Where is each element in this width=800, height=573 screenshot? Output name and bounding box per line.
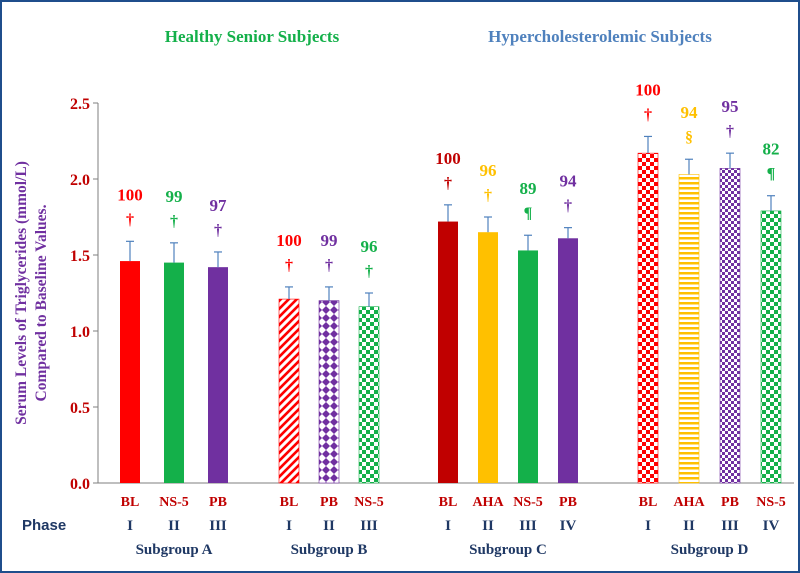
y-tick-label: 0.5 (70, 400, 90, 417)
significance-symbol: † (285, 257, 293, 274)
percent-label: 94 (681, 103, 699, 122)
bar-category-label: PB (721, 495, 739, 510)
significance-symbol: † (170, 213, 178, 230)
significance-symbol: † (644, 106, 652, 123)
percent-label: 100 (435, 149, 461, 168)
subgroup-label: Subgroup D (671, 542, 749, 558)
significance-symbol: ¶ (524, 205, 533, 222)
subgroup-label: Subgroup C (469, 542, 547, 558)
y-tick-label: 2.5 (70, 96, 90, 113)
percent-label: 100 (117, 185, 143, 204)
percent-label: 95 (722, 97, 739, 116)
bar-category-label: PB (559, 495, 577, 510)
bar-category-label: BL (280, 495, 299, 510)
significance-symbol: † (126, 211, 134, 228)
y-tick-label: 1.5 (70, 248, 90, 265)
bar (558, 238, 578, 483)
percent-label: 94 (560, 172, 578, 191)
bar-category-label: NS-5 (354, 495, 384, 510)
percent-label: 100 (276, 231, 302, 250)
bar-category-label: AHA (472, 495, 504, 510)
subgroup-label: Subgroup B (291, 542, 368, 558)
significance-symbol: † (325, 257, 333, 274)
bar (719, 168, 741, 484)
phase-numeral: III (360, 518, 378, 534)
phase-numeral: I (127, 518, 133, 534)
bar (438, 221, 458, 483)
significance-symbol: † (564, 198, 572, 215)
bar-category-label: NS-5 (159, 495, 189, 510)
significance-symbol: † (365, 263, 373, 280)
significance-symbol: † (484, 187, 492, 204)
percent-label: 89 (520, 179, 537, 198)
y-tick-label: 0.0 (70, 476, 90, 493)
significance-symbol: † (444, 175, 452, 192)
bar (164, 262, 184, 483)
significance-symbol: ¶ (767, 166, 776, 183)
percent-label: 99 (321, 231, 338, 250)
bar-category-label: NS-5 (513, 495, 543, 510)
subgroup-label: Subgroup A (136, 542, 213, 558)
bar-category-label: PB (320, 495, 338, 510)
phase-label: Phase (22, 517, 66, 534)
phase-numeral: I (645, 518, 651, 534)
phase-numeral: I (286, 518, 292, 534)
phase-numeral: II (683, 518, 695, 534)
bar-category-label: BL (121, 495, 140, 510)
phase-numeral: II (482, 518, 494, 534)
bar-category-label: BL (639, 495, 658, 510)
y-axis-label: Serum Levels of Triglycerides (mmol/L) (13, 161, 30, 425)
percent-label: 82 (763, 140, 780, 159)
bar (760, 210, 782, 484)
bar (120, 261, 140, 483)
significance-symbol: § (685, 129, 693, 146)
chart-heading: Hypercholesterolemic Subjects (488, 27, 712, 46)
bar (208, 267, 228, 483)
bar-category-label: AHA (673, 495, 705, 510)
bar (358, 306, 380, 484)
y-tick-label: 2.0 (70, 172, 90, 189)
phase-numeral: III (721, 518, 739, 534)
bar (518, 250, 538, 483)
bar-category-label: BL (439, 495, 458, 510)
y-tick-label: 1.0 (70, 324, 90, 341)
bar (637, 152, 659, 484)
bar (678, 174, 700, 484)
phase-numeral: III (209, 518, 227, 534)
phase-numeral: I (445, 518, 451, 534)
percent-label: 96 (361, 237, 378, 256)
percent-label: 97 (210, 196, 228, 215)
phase-numeral: II (168, 518, 180, 534)
percent-label: 96 (480, 161, 497, 180)
significance-symbol: † (214, 222, 222, 239)
y-axis-label: Compared to Baseline Values. (33, 204, 50, 401)
significance-symbol: † (726, 123, 734, 140)
phase-numeral: IV (560, 518, 577, 534)
phase-numeral: II (323, 518, 335, 534)
percent-label: 100 (635, 80, 661, 99)
bar-category-label: PB (209, 495, 227, 510)
bar (318, 300, 340, 484)
percent-label: 99 (166, 187, 183, 206)
chart-heading: Healthy Senior Subjects (165, 27, 340, 46)
bar (278, 298, 300, 484)
phase-numeral: IV (763, 518, 780, 534)
bar-category-label: NS-5 (756, 495, 786, 510)
phase-numeral: III (519, 518, 537, 534)
bar (478, 232, 498, 483)
